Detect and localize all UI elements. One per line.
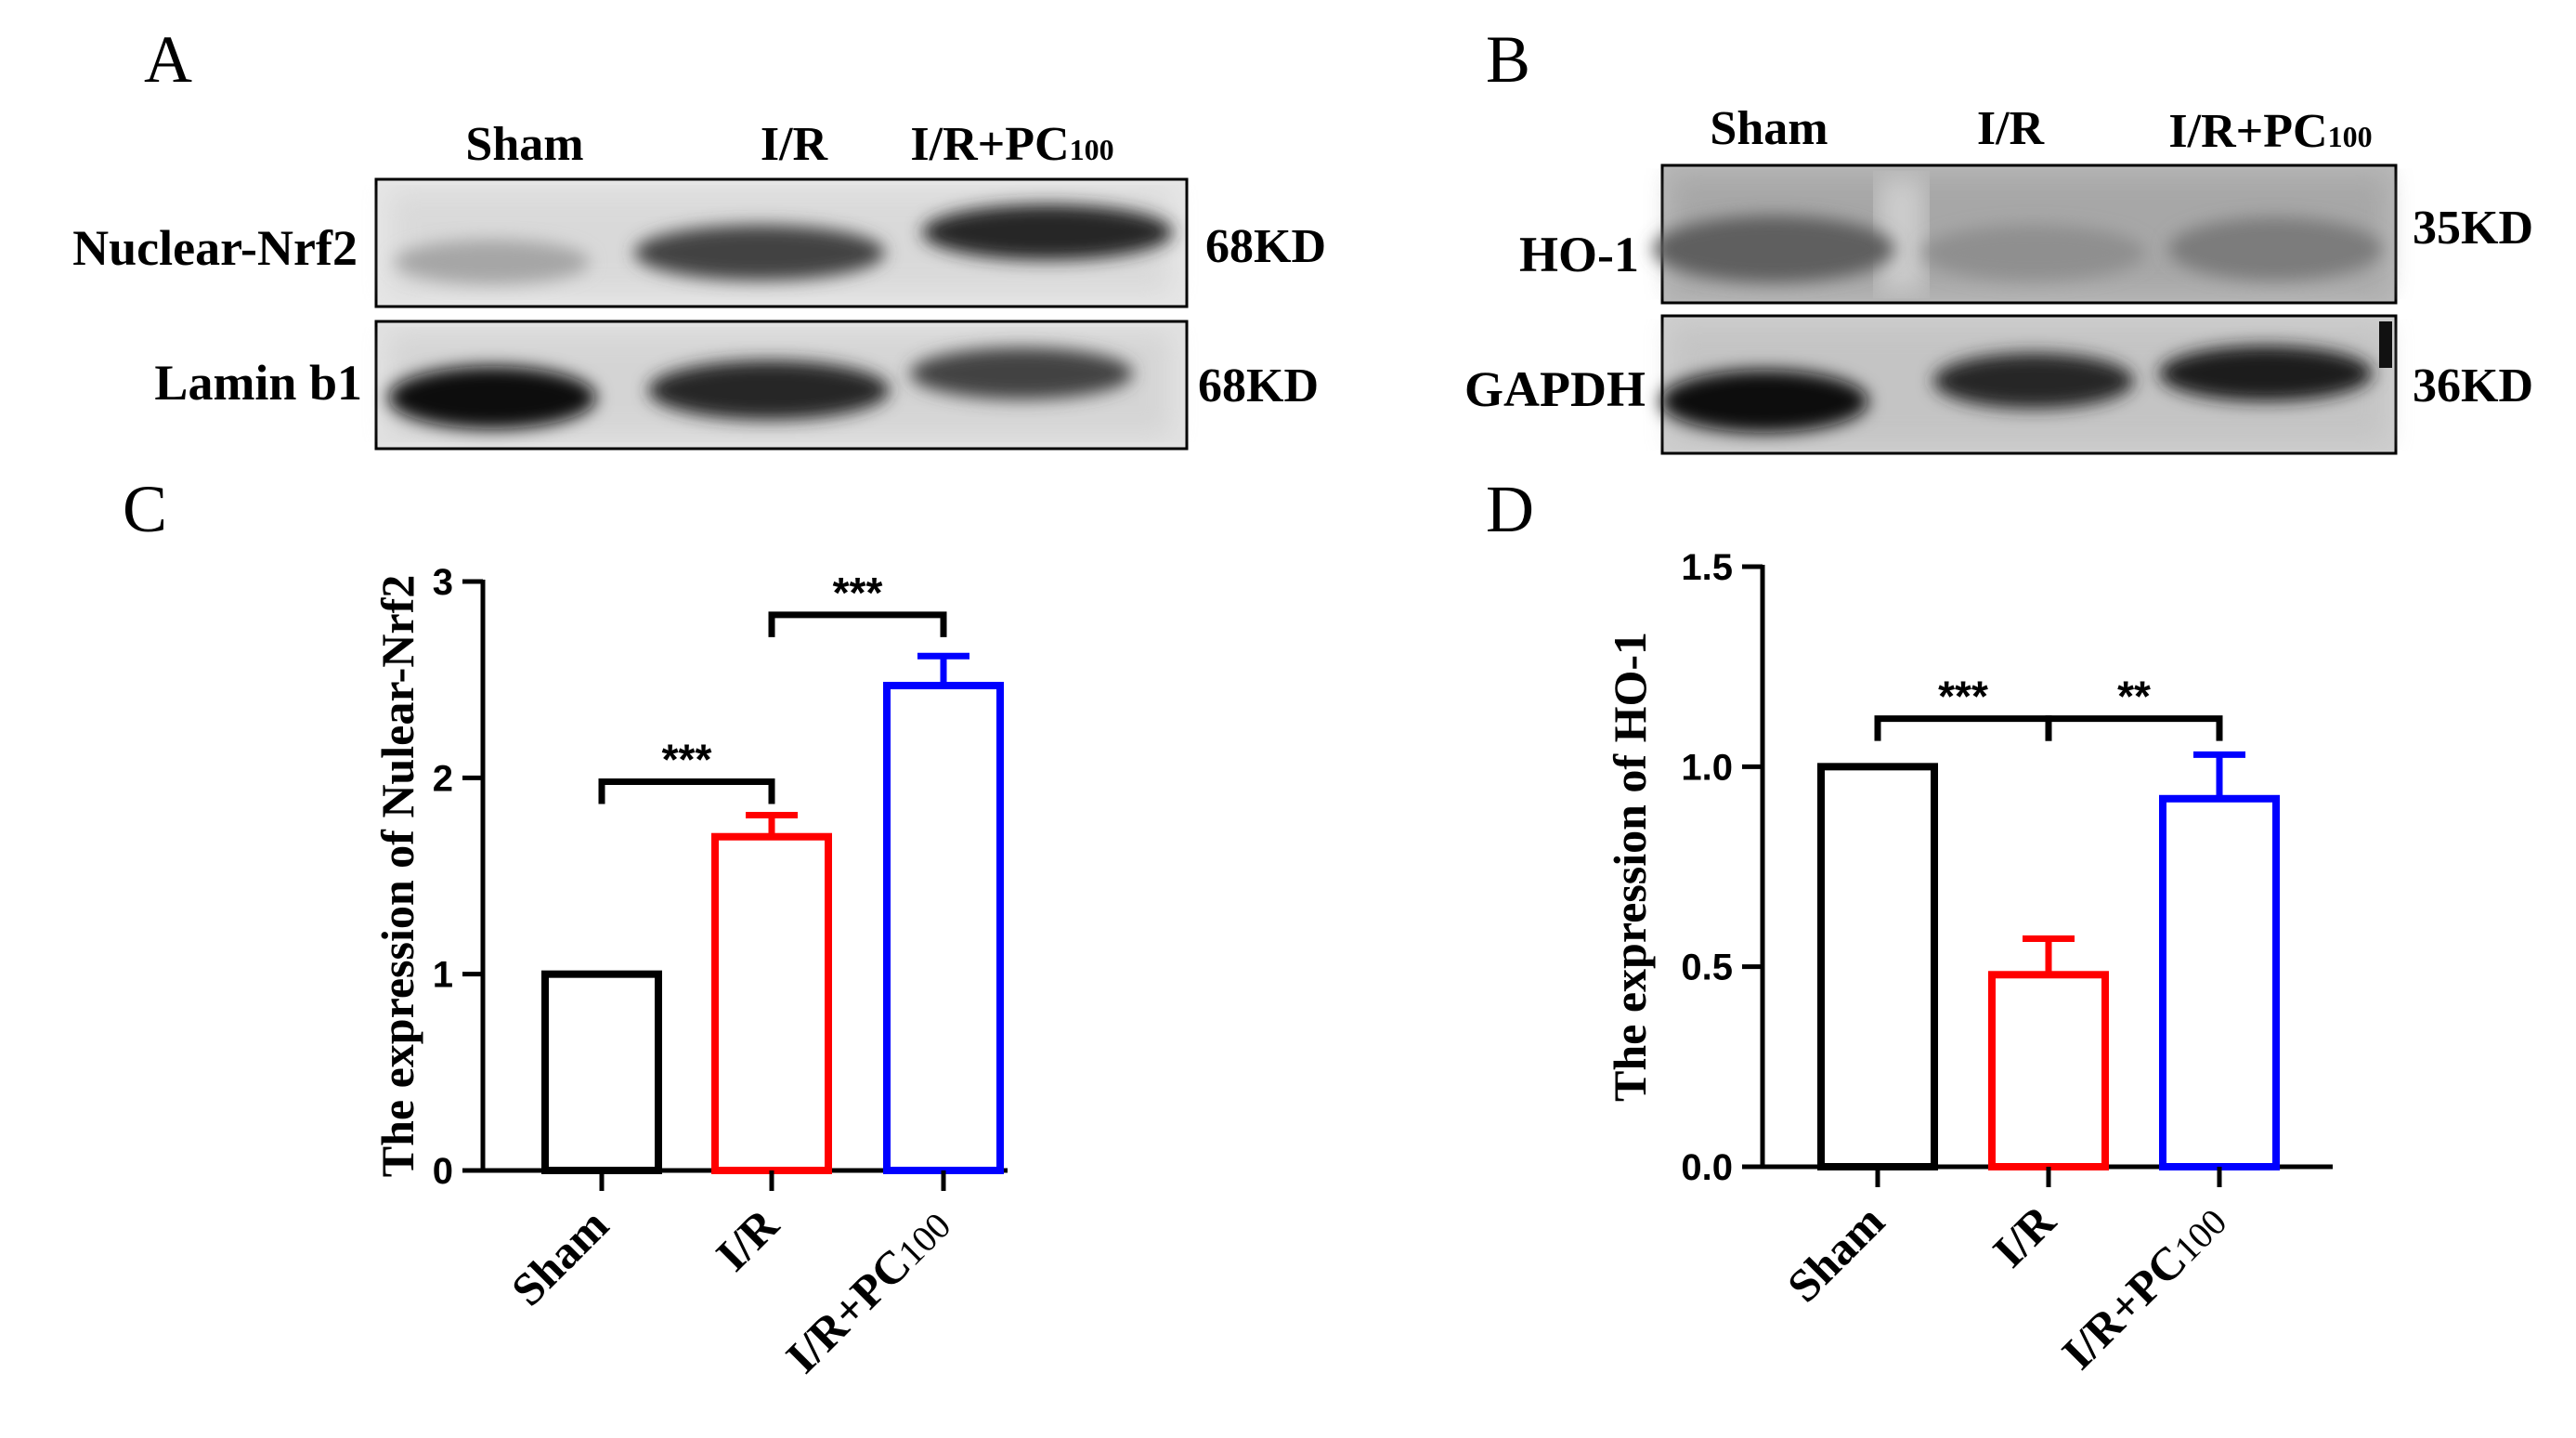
bar xyxy=(883,682,1004,1174)
significance-bracket xyxy=(768,611,947,637)
significance-label: ** xyxy=(2117,673,2151,721)
significance-bracket xyxy=(598,778,775,804)
y-tick-label: 0 xyxy=(433,1151,453,1192)
y-tick-label: 3 xyxy=(433,562,453,603)
blot-a-row-label-nuclear-nrf2: Nuclear-Nrf2 xyxy=(72,220,358,276)
blot-b-lane-label-ir: I/R xyxy=(1977,102,2046,155)
western-band xyxy=(1660,370,1868,433)
western-band xyxy=(2168,217,2382,281)
significance-bracket xyxy=(1874,715,2052,741)
blot-a-lane-label-ir: I/R xyxy=(761,118,829,171)
y-tick-label: 2 xyxy=(433,758,453,799)
significance-bracket xyxy=(2045,715,2223,741)
blot-a-row-lamin-b1 xyxy=(374,320,1189,451)
blot-b-lane-label-sham: Sham xyxy=(1710,102,1828,155)
blot-a-row-nuclear-nrf2 xyxy=(374,177,1189,308)
western-band xyxy=(395,240,590,284)
western-band xyxy=(1922,225,2145,281)
western-band xyxy=(910,347,1133,399)
panel-b: B Sham I/R I/R+PC100 HO-1 35KD GAPDH 36K… xyxy=(1464,22,2533,455)
western-band xyxy=(1653,216,1894,282)
western-band xyxy=(634,225,885,281)
blot-edge-mark xyxy=(2379,321,2392,368)
blot-a-lane-label-pc: I/R+PC100 xyxy=(910,118,1113,171)
blot-b-kd-ho-1: 35KD xyxy=(2413,202,2533,255)
x-tick-label: Sham xyxy=(1777,1195,1894,1312)
blot-lane-gap xyxy=(1876,176,1927,293)
western-band xyxy=(922,204,1173,260)
x-tick-label: I/R xyxy=(706,1198,788,1281)
blot-a-row-label-lamin-b1: Lamin b1 xyxy=(154,355,362,411)
bar xyxy=(541,970,662,1174)
x-tick-label: I/R xyxy=(1983,1195,2065,1277)
y-axis-label: The expression of Nulear-Nrf2 xyxy=(371,575,423,1178)
significance-label: *** xyxy=(662,736,712,784)
y-axis-label: The expression of HO-1 xyxy=(1604,632,1656,1102)
bar xyxy=(2159,794,2280,1171)
x-tick-label: Sham xyxy=(501,1198,618,1315)
y-tick-label: 1.0 xyxy=(1681,747,1733,788)
western-band xyxy=(2159,346,2373,401)
panel-letter-b: B xyxy=(1486,22,1530,97)
western-band xyxy=(388,366,596,429)
blot-a-kd-nuclear-nrf2: 68KD xyxy=(1205,220,1326,273)
western-band xyxy=(1933,353,2134,409)
blot-b-row-label-gapdh: GAPDH xyxy=(1464,361,1646,417)
y-tick-label: 1.5 xyxy=(1681,547,1733,588)
blot-a-lane-label-sham: Sham xyxy=(465,118,583,171)
blot-b-row-gapdh xyxy=(1660,314,2398,455)
blot-b-lane-label-pc: I/R+PC100 xyxy=(2168,105,2372,158)
bar xyxy=(711,832,832,1174)
panel-letter-a: A xyxy=(144,22,192,97)
panel-letter-c: C xyxy=(123,472,167,546)
bar xyxy=(1817,763,1938,1170)
panel-letter-d: D xyxy=(1486,472,1534,546)
western-band xyxy=(648,360,890,420)
y-tick-label: 0.5 xyxy=(1681,948,1733,988)
chart-d-ho-1: 0.0 0.5 1.0 1.5 The expression of HO-1 Sham I/… xyxy=(1604,547,2333,1379)
blot-a-kd-lamin-b1: 68KD xyxy=(1198,360,1319,412)
x-tick-label: I/R+PC100 xyxy=(2051,1195,2235,1379)
y-tick-label: 1 xyxy=(433,955,453,996)
blot-b-row-ho-1 xyxy=(1653,163,2398,305)
significance-label: *** xyxy=(1938,673,1988,721)
y-tick-label: 0.0 xyxy=(1681,1147,1733,1188)
blot-b-kd-gapdh: 36KD xyxy=(2413,360,2533,412)
panel-a: A Sham I/R I/R+PC100 Nuclear-Nrf2 68KD L… xyxy=(72,22,1326,451)
x-tick-label: I/R+PC100 xyxy=(775,1198,959,1382)
significance-label: *** xyxy=(833,569,883,617)
blot-b-row-label-ho-1: HO-1 xyxy=(1519,227,1639,282)
bar xyxy=(1988,971,2109,1171)
